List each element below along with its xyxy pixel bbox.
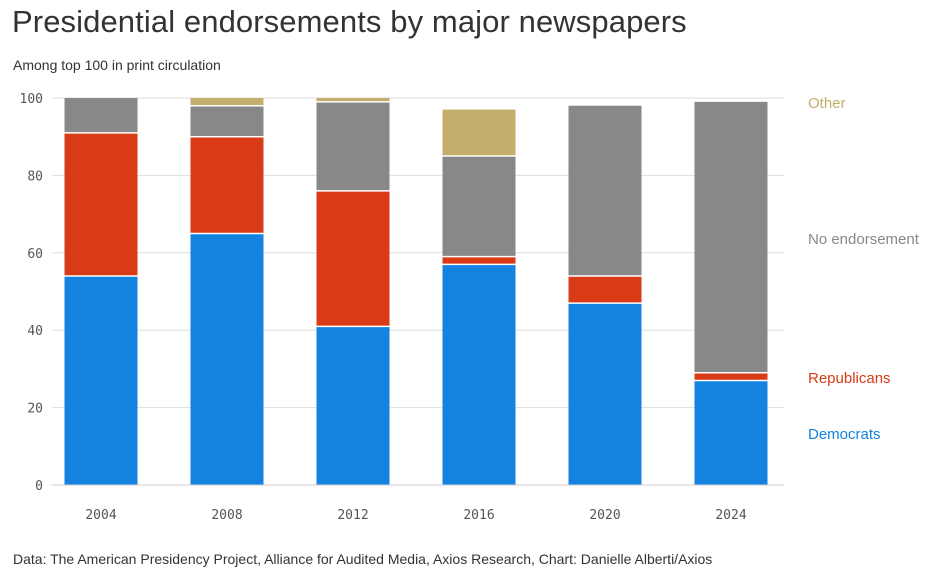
bar-segment: [568, 276, 642, 304]
bar-segment: [64, 132, 138, 277]
legend-label: No endorsement: [808, 231, 920, 248]
y-tick-label: 0: [35, 479, 43, 494]
y-tick-label: 20: [27, 402, 43, 417]
bar-segment: [190, 98, 264, 106]
legend: Democrats Republicans No endorsement Other: [808, 95, 920, 443]
bar-segment: [694, 372, 768, 381]
y-axis-ticks: 0 20 40 60 80 100: [20, 92, 43, 494]
gridlines: [52, 97, 784, 486]
bar-segment: [316, 326, 390, 485]
y-tick-label: 100: [20, 92, 43, 107]
bar-segment: [442, 156, 516, 257]
bar-segment: [442, 256, 516, 265]
x-tick-label: 2024: [715, 508, 746, 523]
bar-segment: [442, 109, 516, 157]
bar-segment: [64, 98, 138, 133]
bar-segment: [694, 380, 768, 485]
bar-segment: [316, 101, 390, 191]
x-tick-label: 2016: [463, 508, 494, 523]
legend-label: Democrats: [808, 426, 881, 443]
bar-segment: [316, 98, 390, 102]
x-tick-label: 2020: [589, 508, 620, 523]
bar-segment: [568, 303, 642, 485]
chart-title: Presidential endorsements by major newsp…: [12, 4, 687, 39]
x-tick-label: 2012: [337, 508, 368, 523]
y-tick-label: 40: [27, 324, 43, 339]
bar-segment: [442, 264, 516, 485]
bars: [64, 98, 768, 485]
stacked-bar-chart: 0 20 40 60 80 100 2004 2008 2012 2016 2020 2024 De…: [20, 92, 920, 523]
bar-segment: [316, 190, 390, 327]
y-tick-label: 60: [27, 247, 43, 262]
chart-subtitle: Among top 100 in print circulation: [13, 57, 221, 73]
bar-segment: [190, 136, 264, 234]
bar-segment: [568, 105, 642, 277]
x-axis-ticks: 2004 2008 2012 2016 2020 2024: [52, 484, 784, 523]
x-tick-label: 2008: [211, 508, 242, 523]
y-tick-label: 80: [27, 169, 43, 184]
legend-label: Republicans: [808, 370, 891, 387]
legend-label: Other: [808, 95, 846, 112]
bar-segment: [694, 101, 768, 373]
x-tick-label: 2004: [85, 508, 116, 523]
bar-segment: [190, 105, 264, 137]
source-note: Data: The American Presidency Project, A…: [13, 551, 713, 567]
bar-segment: [190, 233, 264, 485]
bar-segment: [64, 276, 138, 485]
